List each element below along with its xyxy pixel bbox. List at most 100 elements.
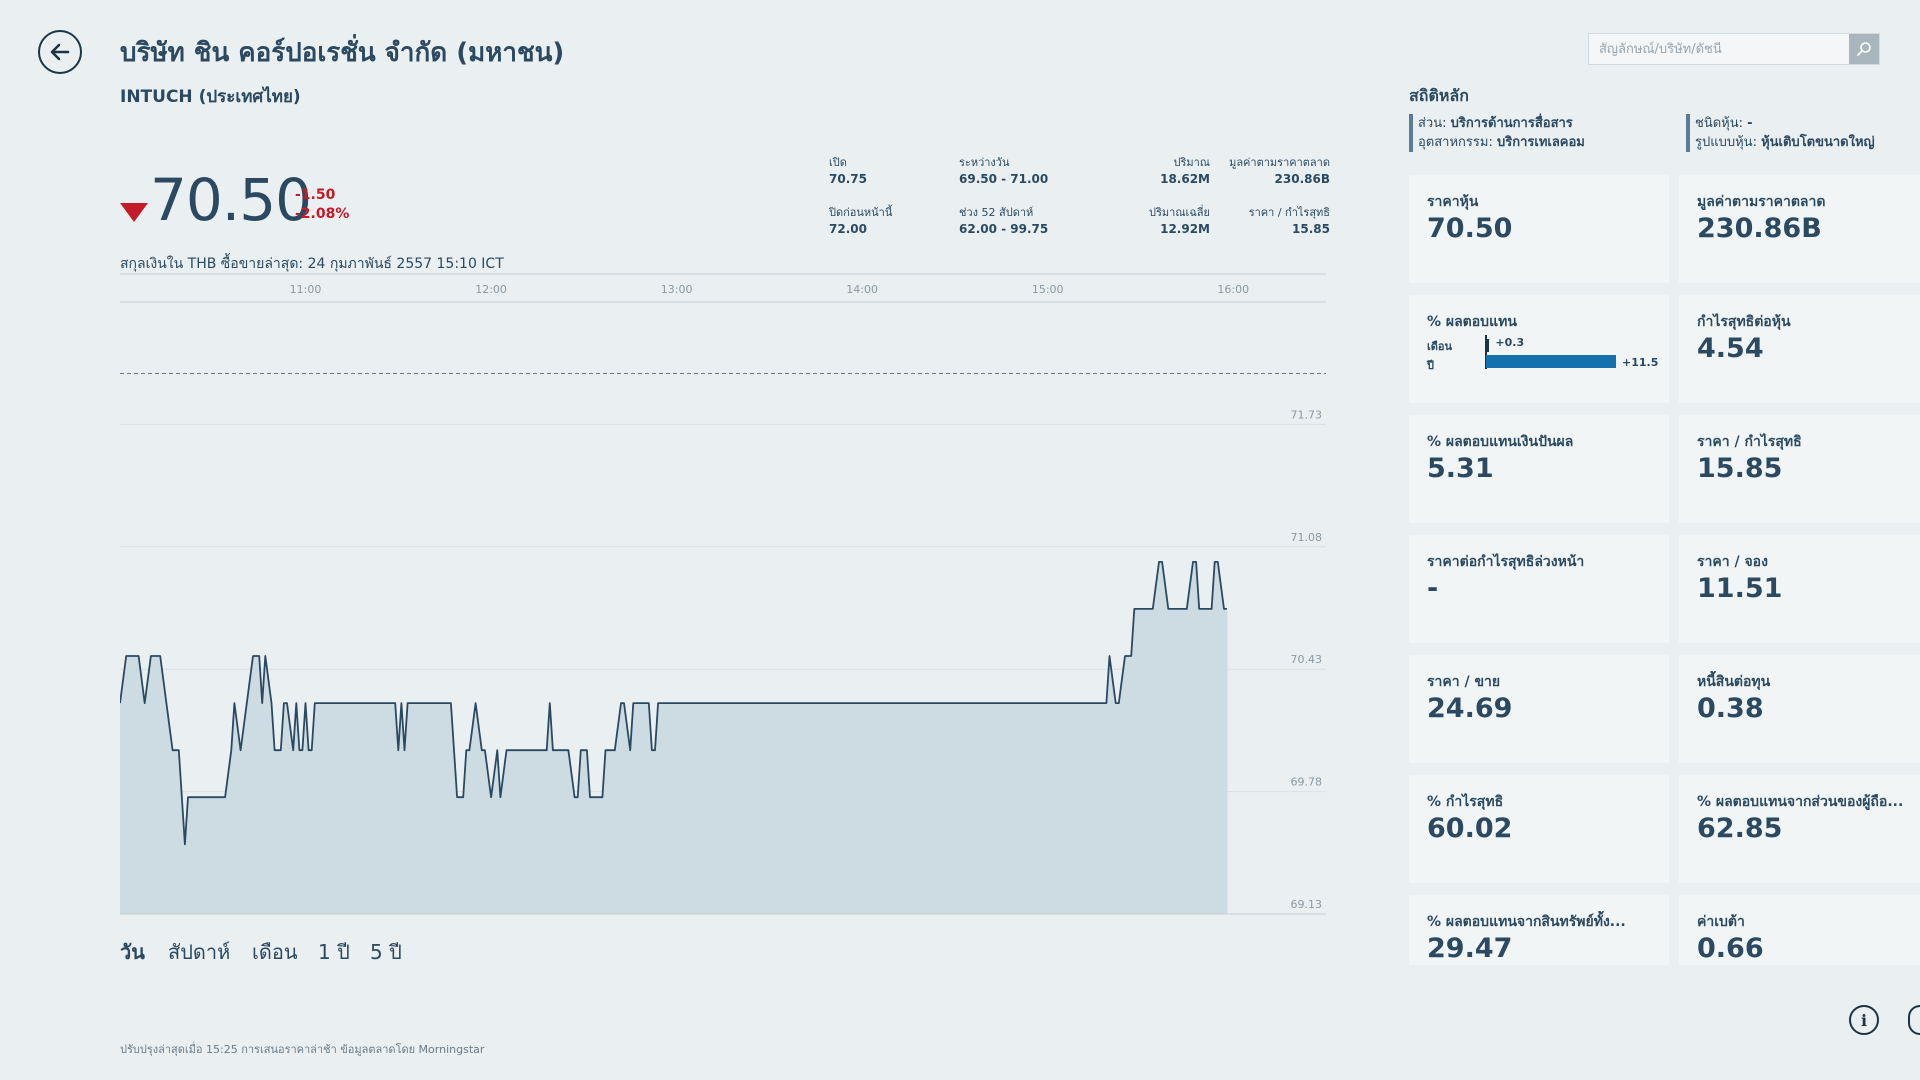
tile-value: 5.31 bbox=[1427, 453, 1494, 484]
tile-price-sales: ราคา / ขาย 24.69 bbox=[1409, 655, 1669, 763]
open-label: เปิด bbox=[829, 156, 847, 169]
x-tick-label: 12:00 bbox=[475, 283, 507, 296]
range-tab-day[interactable]: วัน bbox=[120, 940, 145, 964]
more-button[interactable] bbox=[1908, 1005, 1920, 1035]
range-tab-month[interactable]: เดือน bbox=[252, 940, 298, 964]
tile-value: 62.85 bbox=[1697, 813, 1783, 844]
tile-dividend-yield: % ผลตอบแทนเงินปันผล 5.31 bbox=[1409, 415, 1669, 523]
down-arrow-icon bbox=[120, 203, 148, 222]
x-tick-label: 11:00 bbox=[290, 283, 322, 296]
tile-share-price: ราคาหุ้น 70.50 bbox=[1409, 175, 1669, 283]
y-tick-label: 71.73 bbox=[1291, 408, 1323, 421]
tile-forward-pe: ราคาต่อกำไรสุทธิล่วงหน้า - bbox=[1409, 535, 1669, 643]
y-tick-label: 69.13 bbox=[1291, 898, 1323, 911]
tile-market-cap: มูลค่าตามราคาตลาด 230.86B bbox=[1679, 175, 1920, 283]
tile-value: 24.69 bbox=[1427, 693, 1513, 724]
week52-label: ช่วง 52 สัปดาห์ bbox=[959, 206, 1034, 219]
back-arrow-icon bbox=[50, 43, 70, 61]
page-title: บริษัท ชิน คอร์ปอเรชั่น จำกัด (มหาชน) bbox=[120, 38, 565, 68]
sector-industry-block: ส่วน: บริการด้านการสื่อสาร อุตสาหกรรม: บ… bbox=[1409, 114, 1585, 152]
sector-label: ส่วน: bbox=[1418, 116, 1447, 131]
currency-note: สกุลเงินใน THB ซื้อขายล่าสุด: 24 กุมภาพั… bbox=[120, 256, 504, 272]
price-change: -1.50 -2.08% bbox=[295, 186, 349, 224]
range-tab-1year[interactable]: 1 ปี bbox=[318, 940, 350, 964]
volume-value: 18.62M bbox=[1160, 172, 1210, 186]
tile-eps: กำไรสุทธิต่อหุ้น 4.54 bbox=[1679, 295, 1920, 403]
tile-value: 70.50 bbox=[1427, 213, 1513, 244]
tile-label: % ผลตอบแทนจากสินทรัพย์ทั้ง... bbox=[1427, 914, 1626, 930]
search-input[interactable] bbox=[1589, 34, 1849, 64]
tile-label: หนี้สินต่อทุน bbox=[1697, 674, 1771, 690]
x-tick-label: 16:00 bbox=[1217, 283, 1249, 296]
day-range-label: ระหว่างวัน bbox=[959, 156, 1010, 169]
tile-label: ราคา / ขาย bbox=[1427, 674, 1501, 690]
tile-value: 0.38 bbox=[1697, 693, 1764, 724]
tile-return: % ผลตอบแทน เดือน ปี +0.3 +11.5 bbox=[1409, 295, 1669, 403]
tile-label: % ผลตอบแทนเงินปันผล bbox=[1427, 434, 1574, 450]
tile-value: - bbox=[1427, 573, 1439, 604]
y-tick-label: 70.43 bbox=[1291, 653, 1323, 666]
info-icon: i bbox=[1860, 1010, 1868, 1030]
key-stats-title: สถิติหลัก bbox=[1409, 86, 1469, 105]
return-year-bar bbox=[1486, 355, 1616, 368]
tile-value: 15.85 bbox=[1697, 453, 1783, 484]
footer-note: ปรับปรุงล่าสุดเมื่อ 15:25 การเสนอราคาล่า… bbox=[120, 1043, 485, 1056]
stock-type-value: - bbox=[1747, 116, 1753, 131]
tile-label: ค่าเบต้า bbox=[1697, 914, 1745, 930]
stock-type-label: ชนิดหุ้น: bbox=[1695, 116, 1743, 131]
mktcap-value: 230.86B bbox=[1274, 172, 1330, 186]
return-month-bar bbox=[1486, 339, 1490, 352]
tile-value: 230.86B bbox=[1697, 213, 1822, 244]
tile-roe: % ผลตอบแทนจากส่วนของผู้ถือ... 62.85 bbox=[1679, 775, 1920, 883]
x-tick-label: 14:00 bbox=[846, 283, 878, 296]
day-range-value: 69.50 - 71.00 bbox=[959, 172, 1049, 186]
back-button[interactable] bbox=[38, 30, 82, 74]
week52-value: 62.00 - 99.75 bbox=[959, 222, 1049, 236]
return-month-label: เดือน bbox=[1427, 340, 1453, 353]
industry-label: อุตสาหกรรม: bbox=[1418, 135, 1493, 150]
x-tick-label: 15:00 bbox=[1032, 283, 1064, 296]
return-year-value: +11.5 bbox=[1622, 356, 1659, 369]
current-price: 70.50 bbox=[150, 166, 312, 234]
price-line bbox=[120, 561, 1227, 846]
y-tick-label: 71.08 bbox=[1291, 531, 1323, 544]
avg-volume-label: ปริมาณเฉลี่ย bbox=[1149, 206, 1210, 219]
tile-net-margin: % กำไรสุทธิ 60.02 bbox=[1409, 775, 1669, 883]
stock-style-label: รูปแบบหุ้น: bbox=[1695, 135, 1757, 150]
pe-value: 15.85 bbox=[1292, 222, 1330, 236]
x-tick-label: 13:00 bbox=[661, 283, 693, 296]
search-button[interactable] bbox=[1849, 34, 1879, 64]
search-icon bbox=[1857, 42, 1871, 56]
stock-style-value: หุ้นเติบโตขนาดใหญ่ bbox=[1761, 135, 1875, 150]
range-tab-5year[interactable]: 5 ปี bbox=[370, 940, 402, 964]
tile-label: ราคาต่อกำไรสุทธิล่วงหน้า bbox=[1427, 554, 1585, 570]
info-button[interactable]: i bbox=[1849, 1005, 1879, 1035]
tile-price-book: ราคา / จอง 11.51 bbox=[1679, 535, 1920, 643]
stock-type-block: ชนิดหุ้น: - รูปแบบหุ้น: หุ้นเติบโตขนาดให… bbox=[1686, 114, 1875, 152]
return-month-value: +0.3 bbox=[1495, 336, 1525, 349]
change-percent: -2.08% bbox=[295, 206, 350, 222]
ticker-subtitle: INTUCH (ประเทศไทย) bbox=[120, 87, 301, 107]
tile-value: 29.47 bbox=[1427, 933, 1513, 964]
pe-label: ราคา / กำไรสุทธิ bbox=[1248, 206, 1330, 219]
sector-value: บริการด้านการสื่อสาร bbox=[1450, 116, 1573, 131]
tile-label: ราคา / กำไรสุทธิ bbox=[1697, 434, 1802, 450]
tile-label: ราคาหุ้น bbox=[1427, 194, 1479, 210]
prev-close-value: 72.00 bbox=[829, 222, 867, 236]
tile-beta: ค่าเบต้า 0.66 bbox=[1679, 895, 1920, 965]
range-tab-week[interactable]: สัปดาห์ bbox=[168, 940, 231, 964]
tile-value: 0.66 bbox=[1697, 933, 1764, 964]
tile-label: มูลค่าตามราคาตลาด bbox=[1697, 194, 1826, 210]
avg-volume-value: 12.92M bbox=[1160, 222, 1210, 236]
search-box bbox=[1588, 33, 1880, 65]
return-year-label: ปี bbox=[1427, 359, 1434, 372]
tile-label: % กำไรสุทธิ bbox=[1427, 794, 1504, 810]
tile-roa: % ผลตอบแทนจากสินทรัพย์ทั้ง... 29.47 bbox=[1409, 895, 1669, 965]
intraday-chart: 11:00 12:00 13:00 14:00 15:00 16:00 71.73 71.08… bbox=[120, 273, 1326, 915]
open-value: 70.75 bbox=[829, 172, 867, 186]
tile-label: กำไรสุทธิต่อหุ้น bbox=[1697, 314, 1791, 330]
y-tick-label: 69.78 bbox=[1291, 776, 1323, 789]
prev-close-label: ปิดก่อนหน้านี้ bbox=[829, 206, 893, 219]
tile-label: % ผลตอบแทน bbox=[1427, 314, 1517, 330]
change-value: -1.50 bbox=[295, 187, 336, 203]
